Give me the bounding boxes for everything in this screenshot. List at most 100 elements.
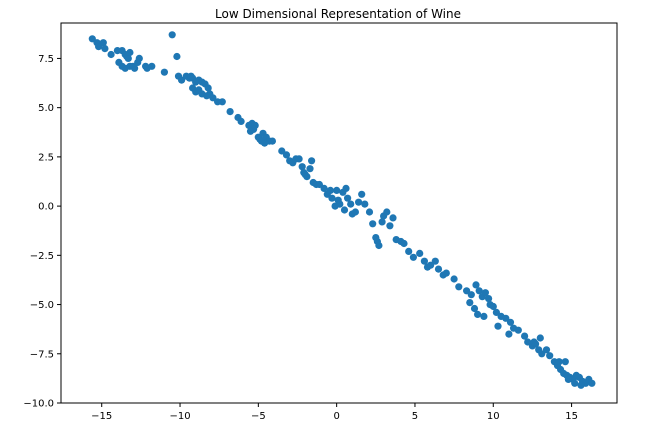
data-point: [480, 312, 488, 320]
data-point: [481, 289, 489, 297]
data-point: [168, 31, 176, 39]
data-point: [282, 151, 291, 159]
y-tick-label: 7.5: [38, 54, 54, 65]
y-tick-label: 2.5: [38, 152, 54, 163]
y-tick-label: −7.5: [30, 349, 54, 360]
data-point: [389, 214, 397, 222]
data-point: [494, 322, 502, 330]
data-point: [577, 381, 585, 389]
data-point: [268, 137, 276, 145]
data-point: [124, 54, 132, 63]
data-point: [306, 165, 314, 173]
data-point: [355, 198, 363, 206]
data-point: [434, 265, 443, 273]
y-tick-label: −2.5: [30, 251, 54, 262]
data-point: [342, 184, 350, 192]
data-point: [561, 358, 569, 366]
data-point: [303, 173, 311, 181]
data-point: [466, 299, 474, 307]
data-point: [99, 39, 107, 47]
data-point: [257, 137, 266, 145]
data-point: [427, 261, 435, 269]
y-tick-label: 0.0: [38, 202, 54, 213]
x-axis: −15 −10 −5 0 5 10 15: [91, 403, 578, 422]
data-point: [320, 184, 328, 192]
data-point: [336, 200, 344, 208]
y-tick-label: 5.0: [38, 103, 54, 114]
data-point: [405, 247, 413, 255]
data-point: [347, 200, 355, 208]
data-point: [375, 241, 383, 250]
data-point: [555, 358, 563, 366]
data-point: [209, 94, 217, 102]
data-point: [203, 92, 211, 100]
x-tick-label: −10: [169, 411, 190, 422]
data-point: [538, 350, 546, 358]
data-point: [546, 352, 554, 360]
data-point: [386, 222, 394, 230]
data-point: [378, 218, 386, 226]
data-point: [536, 334, 544, 342]
data-point: [246, 127, 255, 135]
data-point: [365, 208, 374, 216]
data-point: [126, 48, 134, 57]
x-tick-label: 10: [487, 411, 500, 422]
data-point: [474, 310, 482, 318]
data-point: [420, 257, 428, 265]
data-point: [506, 318, 515, 326]
data-point: [431, 257, 439, 265]
data-point: [131, 64, 139, 72]
data-point: [470, 304, 479, 313]
data-point: [148, 62, 156, 70]
x-tick-label: 15: [565, 411, 578, 422]
data-point: [173, 52, 181, 61]
data-point: [204, 84, 212, 92]
data-point: [101, 45, 109, 53]
data-point: [530, 338, 538, 346]
x-tick-label: −15: [91, 411, 112, 422]
data-point: [571, 379, 579, 387]
data-point: [344, 194, 352, 202]
data-point: [505, 330, 513, 338]
data-point: [442, 269, 450, 277]
x-tick-label: 0: [333, 411, 339, 422]
data-point: [416, 249, 424, 257]
data-point: [472, 281, 480, 289]
data-point: [400, 239, 408, 248]
data-point: [298, 163, 306, 171]
data-point: [308, 157, 316, 165]
data-point: [542, 346, 551, 354]
data-point: [369, 220, 377, 228]
data-point: [455, 283, 463, 291]
data-point: [160, 68, 168, 76]
plot-area: [88, 31, 596, 389]
data-point: [502, 314, 510, 322]
data-point: [226, 108, 234, 116]
data-point: [328, 194, 336, 202]
data-point: [383, 208, 391, 216]
data-point: [237, 117, 245, 125]
data-point: [450, 275, 458, 283]
data-point: [333, 186, 341, 194]
x-tick-label: −5: [251, 411, 266, 422]
data-point: [409, 253, 417, 261]
data-point: [107, 50, 115, 59]
data-point: [326, 186, 334, 194]
data-point: [475, 287, 483, 295]
chart-title: Low Dimensional Representation of Wine: [215, 7, 461, 21]
data-point: [134, 58, 142, 66]
y-tick-label: −10.0: [23, 399, 54, 410]
axes-frame: [60, 22, 618, 404]
data-point: [467, 291, 475, 299]
data-point: [489, 302, 497, 311]
y-tick-label: −5.0: [30, 300, 54, 311]
data-point: [351, 208, 359, 216]
data-point: [340, 206, 349, 214]
data-point: [521, 332, 529, 340]
y-axis: −10.0 −7.5 −5.0 −2.5 0.0 2.5 5.0 7.5: [23, 54, 61, 410]
data-point: [295, 155, 303, 163]
data-point: [588, 379, 596, 387]
data-point: [358, 190, 366, 198]
data-point: [361, 200, 369, 208]
